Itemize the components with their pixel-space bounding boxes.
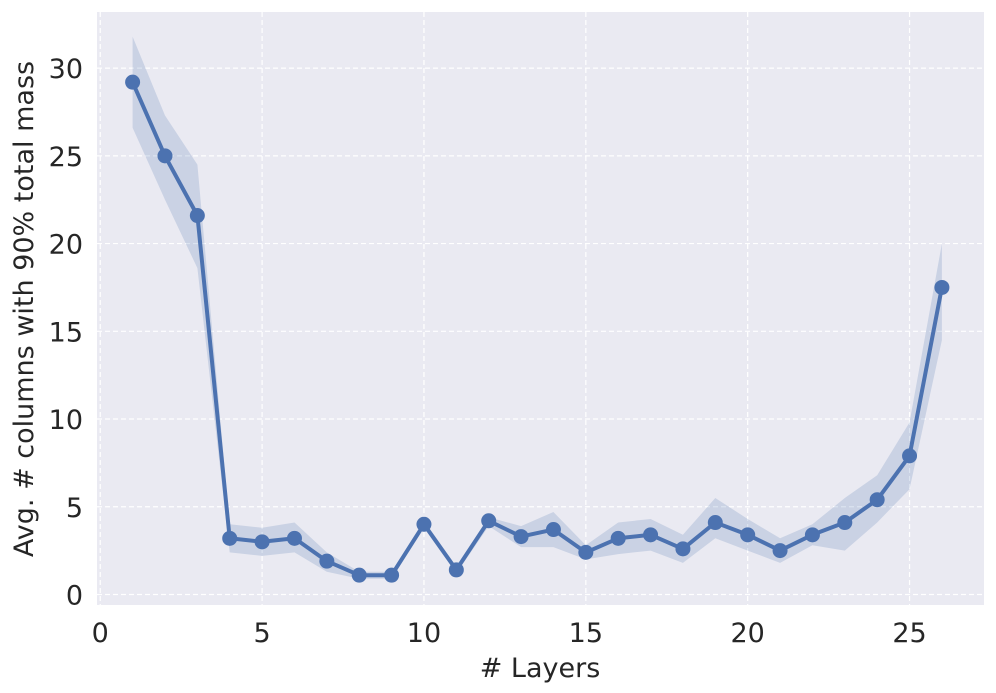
y-tick-label: 0 (66, 580, 83, 611)
data-point (351, 567, 367, 583)
y-axis-label: Avg. # columns with 90% total mass (9, 61, 40, 557)
data-point (222, 530, 238, 546)
x-tick-label: 20 (731, 618, 765, 649)
x-tick-label: 5 (254, 618, 271, 649)
data-point (157, 148, 173, 164)
y-tick-label: 20 (49, 230, 83, 261)
data-point (675, 541, 691, 557)
data-point (384, 567, 400, 583)
data-point (545, 522, 561, 538)
data-point (902, 448, 918, 464)
y-tick-label: 5 (66, 493, 83, 524)
data-point (189, 208, 205, 224)
data-point (643, 527, 659, 543)
data-point (772, 543, 788, 559)
series-points (125, 74, 950, 583)
data-point (254, 534, 270, 550)
y-tick-label: 10 (49, 405, 83, 436)
confidence-band-area (132, 36, 942, 579)
x-tick-label: 10 (407, 618, 441, 649)
data-point (286, 530, 302, 546)
data-point (869, 492, 885, 508)
data-point (707, 515, 723, 531)
x-tick-label: 25 (892, 618, 926, 649)
x-tick-label: 15 (569, 618, 603, 649)
data-point (578, 544, 594, 560)
x-axis-label: # Layers (480, 653, 601, 684)
data-point (934, 279, 950, 295)
data-point (448, 562, 464, 578)
data-point (610, 530, 626, 546)
data-point (125, 74, 141, 90)
data-point (481, 513, 497, 529)
x-tick-label: 0 (92, 618, 109, 649)
y-tick-label: 25 (49, 142, 83, 173)
x-tick-labels: 0 5 10 15 20 25 (92, 618, 927, 649)
confidence-band (132, 36, 942, 579)
y-tick-labels: 0 5 10 15 20 25 30 (49, 54, 83, 611)
data-point (837, 515, 853, 531)
data-point (740, 527, 756, 543)
y-tick-label: 30 (49, 54, 83, 85)
y-tick-label: 15 (49, 317, 83, 348)
data-point (513, 529, 529, 545)
data-point (416, 516, 432, 532)
data-point (804, 527, 820, 543)
grid (97, 12, 984, 605)
data-point (319, 553, 335, 569)
